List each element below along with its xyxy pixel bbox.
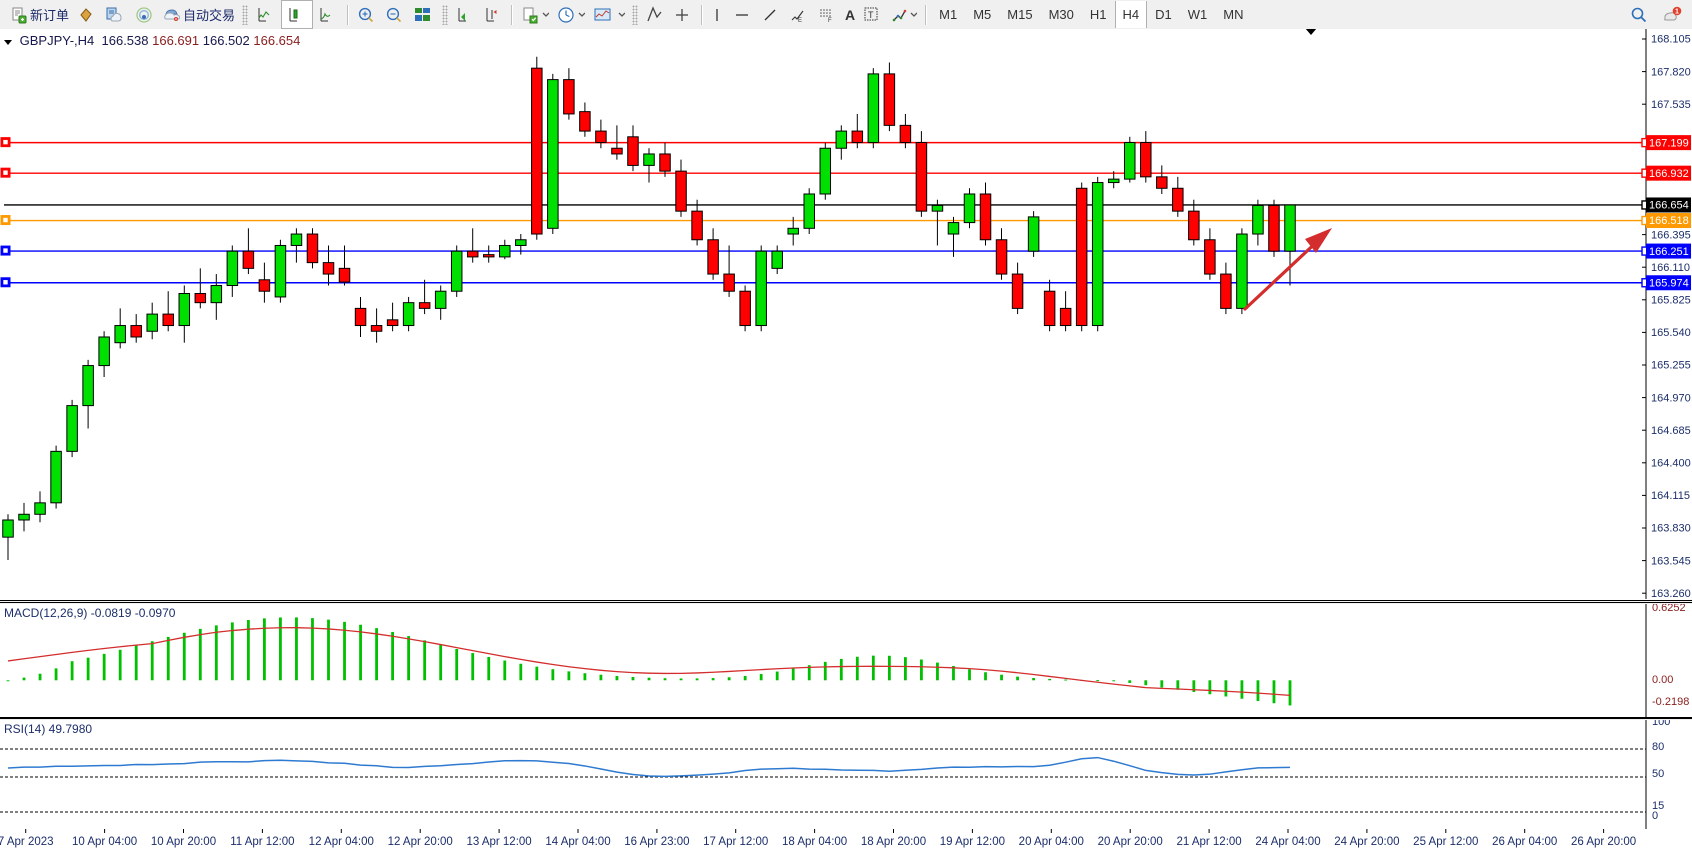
svg-text:165.540: 165.540 (1651, 327, 1691, 339)
svg-text:E: E (798, 18, 802, 24)
svg-text:10 Apr 20:00: 10 Apr 20:00 (151, 836, 216, 848)
svg-text:11 Apr 12:00: 11 Apr 12:00 (230, 836, 294, 848)
svg-text:166.932: 166.932 (1649, 168, 1689, 180)
svg-text:16 Apr 23:00: 16 Apr 23:00 (624, 836, 689, 848)
svg-text:24 Apr 20:00: 24 Apr 20:00 (1334, 836, 1399, 848)
svg-text:164.970: 164.970 (1651, 392, 1691, 404)
svg-text:T: T (868, 10, 874, 20)
svg-text:163.260: 163.260 (1651, 588, 1691, 600)
svg-text:168.105: 168.105 (1651, 34, 1691, 46)
svg-text:7 Apr 2023: 7 Apr 2023 (0, 836, 54, 848)
svg-text:13 Apr 12:00: 13 Apr 12:00 (466, 836, 531, 848)
svg-text:164.400: 164.400 (1651, 458, 1691, 470)
svg-text:25 Apr 12:00: 25 Apr 12:00 (1413, 836, 1478, 848)
svg-text:165.825: 165.825 (1651, 295, 1691, 307)
svg-text:165.974: 165.974 (1649, 277, 1689, 289)
svg-text:20 Apr 04:00: 20 Apr 04:00 (1019, 836, 1084, 848)
svg-text:163.830: 163.830 (1651, 523, 1691, 535)
svg-text:F: F (828, 18, 832, 24)
svg-text:167.199: 167.199 (1649, 137, 1689, 149)
svg-text:166.395: 166.395 (1651, 229, 1691, 241)
svg-text:18 Apr 04:00: 18 Apr 04:00 (782, 836, 847, 848)
svg-text:167.820: 167.820 (1651, 66, 1691, 78)
svg-text:164.685: 164.685 (1651, 425, 1691, 437)
svg-text:164.115: 164.115 (1651, 490, 1690, 502)
svg-text:163.545: 163.545 (1651, 555, 1691, 567)
svg-text:166.110: 166.110 (1651, 262, 1690, 274)
svg-text:17 Apr 12:00: 17 Apr 12:00 (703, 836, 768, 848)
svg-text:166.251: 166.251 (1649, 246, 1689, 258)
svg-text:20 Apr 20:00: 20 Apr 20:00 (1098, 836, 1163, 848)
svg-text:21 Apr 12:00: 21 Apr 12:00 (1176, 836, 1241, 848)
svg-text:26 Apr 04:00: 26 Apr 04:00 (1492, 836, 1557, 848)
svg-text:26 Apr 20:00: 26 Apr 20:00 (1571, 836, 1636, 848)
svg-text:10 Apr 04:00: 10 Apr 04:00 (72, 836, 137, 848)
svg-text:12 Apr 20:00: 12 Apr 20:00 (388, 836, 453, 848)
svg-text:12 Apr 04:00: 12 Apr 04:00 (309, 836, 374, 848)
svg-text:166.654: 166.654 (1649, 200, 1689, 212)
svg-text:1: 1 (1675, 8, 1679, 15)
svg-text:167.535: 167.535 (1651, 99, 1691, 111)
svg-text:18 Apr 20:00: 18 Apr 20:00 (861, 836, 926, 848)
svg-text:19 Apr 12:00: 19 Apr 12:00 (940, 836, 1005, 848)
svg-text:14 Apr 04:00: 14 Apr 04:00 (545, 836, 610, 848)
svg-text:166.518: 166.518 (1649, 215, 1689, 227)
svg-text:24 Apr 04:00: 24 Apr 04:00 (1255, 836, 1320, 848)
svg-text:165.255: 165.255 (1651, 360, 1691, 372)
